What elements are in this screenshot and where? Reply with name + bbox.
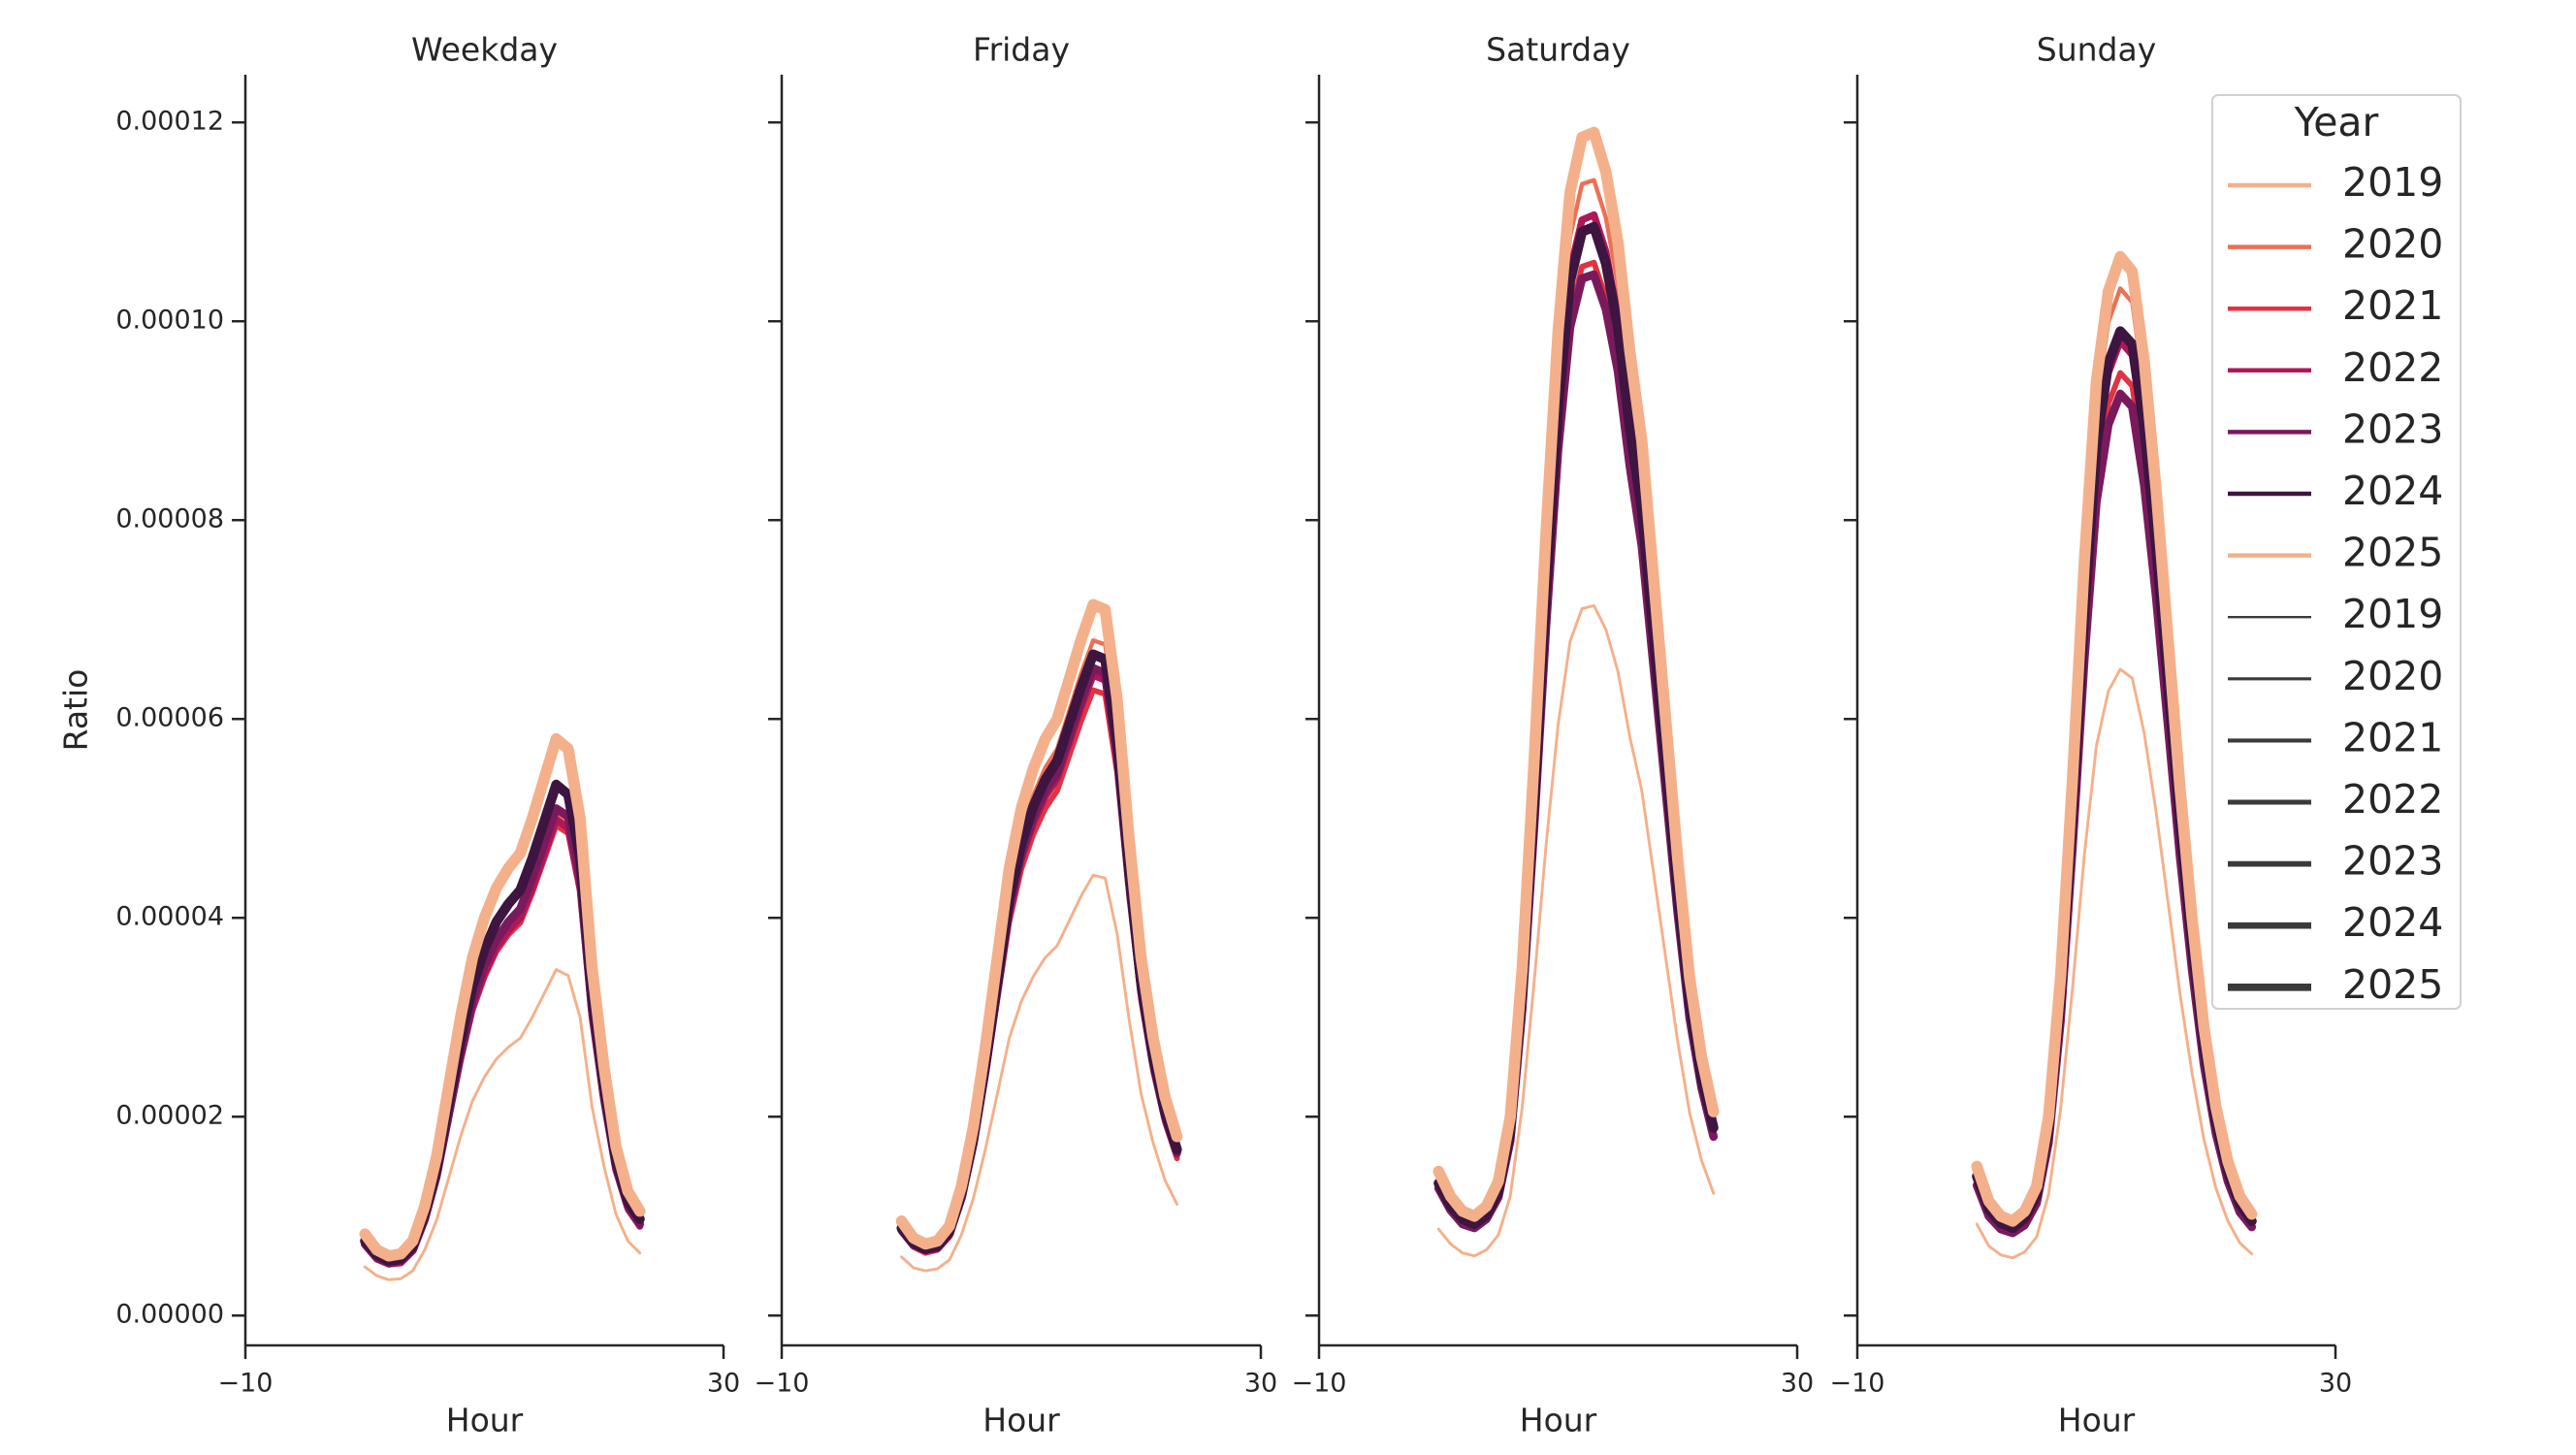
legend-label: 2021 [2342,282,2443,329]
legend-title: Year [2294,99,2379,146]
x-tick-label: −10 [218,1369,274,1399]
y-tick-label: 0.00012 [115,107,224,137]
y-axis-label: Ratio [57,669,95,752]
x-tick-label: 30 [707,1369,740,1399]
x-tick-label: −10 [1292,1369,1347,1399]
legend-size-label: 2021 [2342,714,2443,760]
x-tick-label: −10 [1830,1369,1885,1399]
data-line [1971,250,2258,1227]
y-tick-label: 0.00002 [115,1101,224,1131]
x-tick-label: 30 [1781,1369,1814,1399]
y-tick-label: 0.00000 [115,1300,224,1330]
legend-size-label: 2022 [2342,776,2443,823]
legend-size-label: 2019 [2342,591,2443,637]
x-tick-label: −10 [755,1369,810,1399]
legend-size-label: 2024 [2342,899,2443,946]
x-axis-label: Hour [1520,1402,1597,1439]
legend-label: 2019 [2342,159,2443,206]
legend: Year 2019 2019 2020 2020 2021 2021 2022 2022 2023… [2211,94,2462,1010]
legend-size-label: 2023 [2342,838,2443,885]
x-axis-label: Hour [446,1402,524,1439]
data-line [1433,126,1720,1222]
legend-label: 2020 [2342,221,2443,268]
y-tick-label: 0.00004 [115,902,224,932]
data-line [363,968,642,1281]
legend-box [2211,94,2462,1010]
panel-title: Sunday [2037,31,2156,69]
x-axis-label: Hour [2058,1402,2136,1439]
x-axis-label: Hour [982,1402,1060,1439]
legend-label: 2024 [2342,468,2443,514]
legend-label: 2025 [2342,530,2443,576]
y-tick-label: 0.00008 [115,504,224,534]
legend-size-label: 2020 [2342,653,2443,699]
legend-label: 2022 [2342,344,2443,391]
legend-size-label: 2025 [2342,961,2443,1008]
data-line [1975,667,2254,1260]
data-line [900,873,1178,1273]
data-line [895,598,1183,1250]
data-line [359,732,646,1262]
y-tick-label: 0.00006 [115,703,224,733]
panel-title: Saturday [1486,31,1630,69]
panel-title: Friday [973,31,1070,69]
x-tick-label: 30 [1244,1369,1277,1399]
panel-title: Weekday [411,31,558,69]
legend-label: 2023 [2342,405,2443,452]
x-tick-label: 30 [2319,1369,2352,1399]
data-line [1436,603,1716,1258]
y-tick-label: 0.00010 [115,306,224,336]
